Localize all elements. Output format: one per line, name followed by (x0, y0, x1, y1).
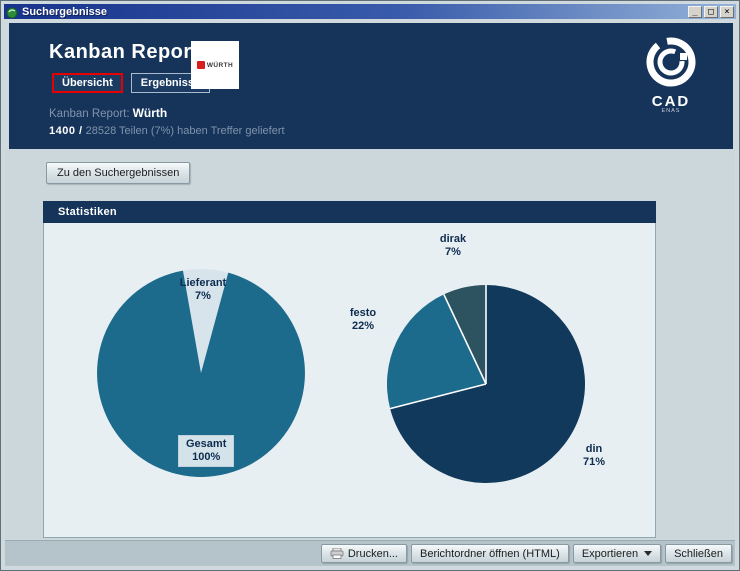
pie-label-gesamt: Gesamt 100% (178, 435, 235, 467)
go-to-search-results-button[interactable]: Zu den Suchergebnissen (46, 162, 191, 184)
statistics-panel-body: Lieferant 7% Gesamt 100% dirak 7% festo … (43, 223, 656, 538)
stats-count: 1400 / (49, 125, 83, 137)
pie-separator (389, 383, 487, 410)
report-value: Würth (132, 106, 168, 120)
stats-text: 28528 Teilen (7%) haben Treffer geliefer… (85, 125, 285, 137)
footer-bar: Drucken... Berichtordner öffnen (HTML) E… (5, 540, 735, 566)
pie-label-lieferant: Lieferant 7% (179, 277, 227, 302)
report-label: Kanban Report: (49, 108, 130, 120)
pie-slice-Gesamt (97, 270, 305, 477)
close-button[interactable]: × (720, 5, 734, 18)
window-title: Suchergebnisse (22, 5, 107, 18)
open-report-folder-button[interactable]: Berichtordner öffnen (HTML) (411, 544, 569, 563)
tab-uebersicht[interactable]: Übersicht (52, 73, 123, 93)
cadenas-logo-subtext: ENAS (661, 108, 681, 114)
header-panel: Kanban Report Übersicht Ergebnisse WÜRTH… (9, 23, 733, 149)
export-button[interactable]: Exportieren (572, 544, 662, 563)
pie-slice-festo (387, 294, 486, 409)
pie-label-dirak: dirak 7% (439, 233, 467, 258)
pie-slice-dirak (443, 285, 486, 384)
wuerth-logo: WÜRTH (191, 41, 239, 89)
pie-label-festo: festo 22% (349, 307, 377, 332)
page-title: Kanban Report (49, 41, 199, 63)
statistics-panel-header: Statistiken (43, 201, 656, 223)
stats-line: 1400 /28528 Teilen (7%) haben Treffer ge… (49, 125, 285, 137)
printer-icon (330, 548, 344, 559)
pie-slice-din (390, 285, 585, 483)
statistics-panel: Statistiken Lieferant 7% Gesamt 100% dir (43, 201, 656, 539)
title-bar: Suchergebnisse _ □ × (4, 4, 736, 19)
pie-separator (443, 294, 487, 385)
app-icon (6, 6, 18, 18)
wuerth-logo-icon (196, 61, 205, 69)
pie-label-din: din 71% (582, 443, 606, 468)
content-area: Zu den Suchergebnissen Statistiken Liefe… (5, 149, 735, 542)
chevron-down-icon (644, 551, 653, 556)
maximize-button[interactable]: □ (704, 5, 718, 18)
pie-slice-Lieferant (182, 269, 229, 373)
norm-distribution-pie-chart (387, 285, 585, 483)
print-button[interactable]: Drucken... (320, 544, 407, 563)
cadenas-logo-text: CAD (651, 93, 691, 110)
report-line: Kanban Report: Würth (49, 106, 167, 120)
wuerth-logo-text: WÜRTH (206, 61, 234, 69)
close-dialog-button[interactable]: Schließen (665, 544, 732, 563)
cadenas-logo: CAD ENAS (635, 33, 707, 114)
minimize-button[interactable]: _ (688, 5, 702, 18)
gesamt-lieferant-pie-chart (97, 269, 305, 477)
tab-bar: Übersicht Ergebnisse (52, 73, 211, 93)
cadenas-circle-icon (646, 37, 696, 87)
